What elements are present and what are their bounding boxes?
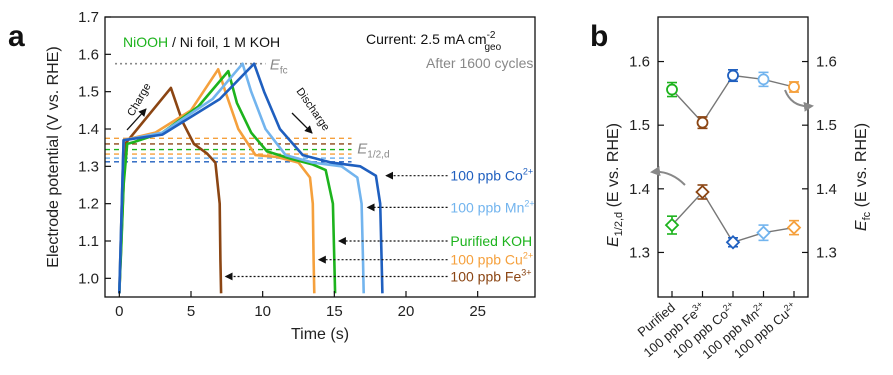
electrode-annotation: NiOOH / Ni foil, 1 M KOH <box>123 34 280 50</box>
y-left-tick-label: 1.6 <box>629 54 650 71</box>
series-line-mn <box>118 62 365 294</box>
discharge-label: Discharge <box>294 86 332 133</box>
series-line-co <box>118 62 384 294</box>
voltage-curves <box>118 62 384 294</box>
y-tick-label: 1.6 <box>78 46 99 63</box>
x-tick-label: 25 <box>469 303 486 320</box>
y-left-tick-label: 1.5 <box>629 117 650 134</box>
panel-a: a 0 5 10 15 20 25 1.0 1.1 1.2 1.3 1.4 1.5 1.6 1.7 Tim… <box>8 9 536 343</box>
discharge-arrow <box>291 112 313 134</box>
y-right-tick-label: 1.3 <box>816 244 837 261</box>
current-annotation: Current: 2.5 mA cm-2 geo <box>366 30 502 53</box>
axis-ticks-a: 0 5 10 15 20 25 1.0 1.1 1.2 1.3 1.4 1.5 1.6 1.7 <box>78 9 486 320</box>
efc-point <box>757 73 770 86</box>
efc-point <box>666 83 678 96</box>
efc-point <box>788 81 800 93</box>
reference-lines <box>105 62 352 163</box>
left-axis-arrow <box>650 166 686 186</box>
efc-point <box>727 69 739 82</box>
current-sub: geo <box>485 42 502 53</box>
y-tick-label: 1.0 <box>78 270 99 287</box>
legend-label-co: 100 ppb Co2+ <box>450 167 533 184</box>
series-line-cu <box>118 68 316 294</box>
y-tick-label: 1.1 <box>78 233 99 250</box>
series-line-fe <box>118 86 223 294</box>
y-axis-left-label: E1/2,d (E vs. RHE) <box>605 123 625 247</box>
legend-label-mn: 100 ppb Mn2+ <box>450 198 534 215</box>
y-tick-label: 1.4 <box>78 121 99 138</box>
efc-point <box>696 116 709 129</box>
x-axis-label: Time (s) <box>291 326 349 343</box>
electrode-suffix: / Ni foil, 1 M KOH <box>168 34 280 50</box>
legend-label-fe: 100 ppb Fe3+ <box>450 267 531 284</box>
x-tick-label: 0 <box>115 303 123 320</box>
panel-a-letter: a <box>8 20 25 53</box>
efc-label: Efc <box>270 57 288 77</box>
y-left-tick-label: 1.3 <box>629 244 650 261</box>
plot-frame-b <box>657 16 809 298</box>
e-half-point <box>695 184 710 200</box>
e-half-point <box>664 217 680 233</box>
electrode-prefix: NiOOH <box>123 34 168 50</box>
current-sup: -2 <box>487 30 496 41</box>
e-half-point <box>756 225 771 241</box>
y-tick-label: 1.2 <box>78 196 99 213</box>
panel-b-letter: b <box>590 20 608 53</box>
right-axis-arrow <box>784 89 814 112</box>
x-tick-label: 10 <box>254 303 271 320</box>
y-right-tick-label: 1.6 <box>816 54 837 71</box>
y-tick-label: 1.5 <box>78 84 99 101</box>
connector-line <box>671 190 795 244</box>
cycles-annotation: After 1600 cycles <box>426 55 533 71</box>
series-line-purified <box>118 69 337 294</box>
y-left-tick-label: 1.4 <box>629 181 650 198</box>
charge-arrow <box>126 108 147 131</box>
connector-line <box>671 74 795 124</box>
e-half-point <box>725 234 741 250</box>
y-right-tick-label: 1.4 <box>816 181 837 198</box>
y-right-tick-label: 1.5 <box>816 117 837 134</box>
x-tick-label: 15 <box>326 303 343 320</box>
e-half-label: E1/2,d <box>357 140 389 160</box>
x-tick-label: 5 <box>187 303 195 320</box>
x-tick-label: 20 <box>398 303 415 320</box>
current-prefix: Current: 2.5 mA cm <box>366 31 487 47</box>
plot-frame-a <box>104 16 536 298</box>
y-tick-label: 1.3 <box>78 158 99 175</box>
scatter-series <box>664 69 802 250</box>
y-axis-label: Electrode potential (V vs. RHE) <box>45 46 62 267</box>
y-axis-right-label: Efc (E vs. RHE) <box>853 123 873 231</box>
legend-label-cu: 100 ppb Cu2+ <box>450 251 533 268</box>
y-tick-label: 1.7 <box>78 9 99 26</box>
legend: 100 ppb Co2+ 100 ppb Mn2+ Purified KOH 100 … <box>224 167 535 284</box>
e-half-point <box>786 220 802 235</box>
legend-label-purified: Purified KOH <box>450 233 532 249</box>
